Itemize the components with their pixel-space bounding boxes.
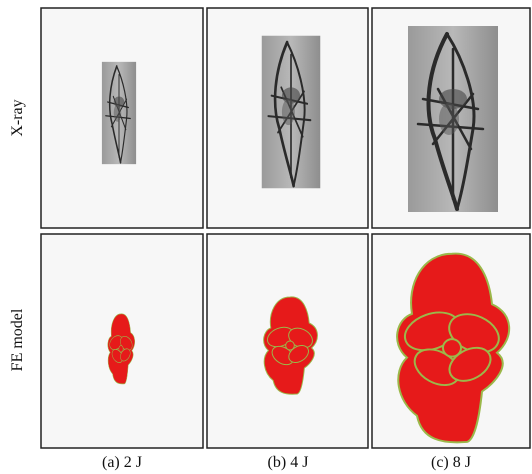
row-label: FE model bbox=[9, 308, 26, 371]
fe-panel bbox=[372, 234, 530, 448]
xray-panel bbox=[41, 8, 203, 228]
xray-panel bbox=[372, 8, 530, 228]
xray-panel bbox=[207, 8, 368, 228]
fe-panel bbox=[41, 234, 203, 448]
row-label: X-ray bbox=[9, 99, 26, 136]
column-caption: (a) 2 J bbox=[102, 454, 142, 471]
figure: X-ray FE model (a) 2 J (b) 4 J (c) 8 J bbox=[0, 0, 532, 474]
column-caption: (b) 4 J bbox=[268, 454, 309, 471]
column-caption: (c) 8 J bbox=[431, 454, 471, 471]
fe-panel bbox=[207, 234, 368, 448]
